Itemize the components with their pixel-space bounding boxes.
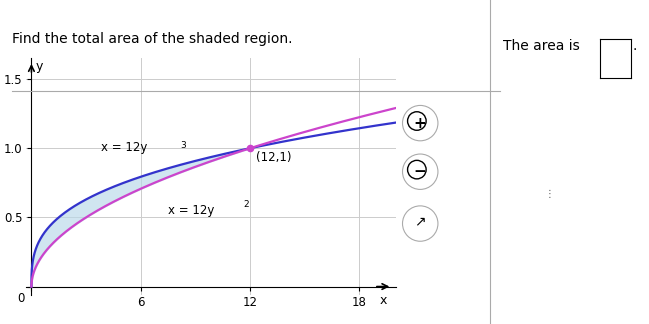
Text: The area is: The area is [503,39,580,53]
Text: 2: 2 [244,200,249,209]
Text: .: . [632,39,637,53]
Text: (12,1): (12,1) [256,151,291,164]
Circle shape [402,105,438,141]
Text: +: + [414,116,426,131]
Text: x: x [380,294,387,307]
Text: x = 12y: x = 12y [101,141,147,154]
Text: −: − [414,164,426,179]
Circle shape [402,154,438,190]
Text: 3: 3 [180,141,186,150]
Text: x = 12y: x = 12y [168,203,214,216]
Text: ⋮: ⋮ [544,190,554,199]
FancyBboxPatch shape [541,163,557,226]
Text: y: y [36,60,43,73]
Circle shape [402,206,438,241]
Text: Find the total area of the shaded region.: Find the total area of the shaded region… [12,32,292,46]
Text: ↗: ↗ [415,214,426,228]
Text: ⋯: ⋯ [232,87,242,97]
Text: 0: 0 [17,292,24,305]
FancyBboxPatch shape [210,80,264,103]
